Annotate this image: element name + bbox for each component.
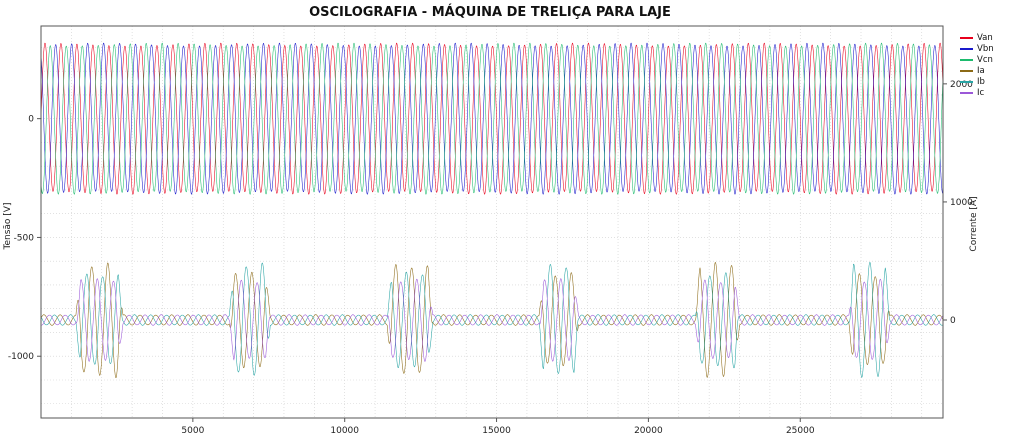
legend-swatch [960,36,973,39]
plot-frame [40,25,944,419]
series-line-ic [41,278,943,362]
plot-traces [41,42,943,378]
legend-item-ib: Ib [960,77,994,88]
legend-label: Ic [977,88,985,98]
series-line-vcn [41,42,943,195]
series-line-ib [41,262,943,378]
chart-title: OSCILOGRAFIA - MÁQUINA DE TRELIÇA PARA L… [309,5,671,20]
y2-tick-label: 1000 [950,198,973,208]
x-axis: 5000 10000 15000 20000 25000 [181,418,815,436]
legend-swatch [960,47,973,50]
y-axis-right: 2000 1000 0 [943,80,973,326]
x-tick-label: 10000 [330,426,359,436]
legend-swatch [960,91,973,94]
y-tick-label: -1000 [8,352,34,362]
series-line-van [41,42,943,195]
legend-item-vbn: Vbn [960,44,994,55]
legend-label: Ib [977,77,985,87]
chart-legend: Van Vbn Vcn Ia Ib Ic [960,33,994,99]
x-tick-label: 15000 [482,426,511,436]
legend-item-ic: Ic [960,88,994,99]
legend-item-van: Van [960,33,994,44]
legend-label: Ia [977,66,985,76]
y2-tick-label: 2000 [950,80,973,90]
legend-item-ia: Ia [960,66,994,77]
series-line-ia [41,262,943,378]
y2-tick-label: 0 [950,316,956,326]
legend-item-vcn: Vcn [960,55,994,66]
x-tick-label: 20000 [634,426,663,436]
legend-swatch [960,80,973,83]
x-tick-label: 5000 [181,426,204,436]
grid-lines [41,26,943,418]
legend-swatch [960,58,973,61]
legend-label: Vcn [977,55,993,65]
legend-swatch [960,69,973,72]
legend-label: Van [977,33,993,43]
y2-axis-label: Corrente [A] [969,196,979,251]
series-line-vbn [41,42,943,195]
x-tick-label: 25000 [786,426,815,436]
y-tick-label: 0 [28,115,34,125]
legend-label: Vbn [977,44,994,54]
y-axis-left: 0 -500 -1000 [8,115,41,362]
y-axis-label: Tensão [V] [3,203,13,251]
y-tick-label: -500 [14,233,35,243]
